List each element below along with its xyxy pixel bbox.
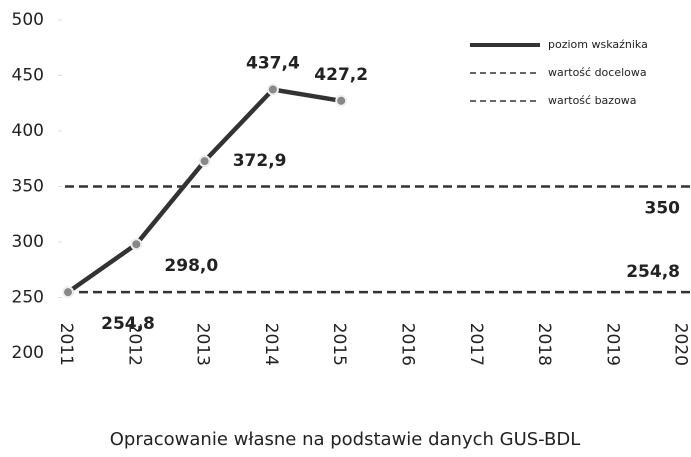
point-marker	[335, 94, 348, 107]
point-marker	[62, 286, 74, 299]
point-marker	[198, 155, 211, 168]
y-tick-label: 200	[12, 343, 44, 363]
source-note: Opracowanie własne na podstawie danych G…	[110, 429, 581, 450]
legend-label: wartość bazowa	[548, 94, 637, 107]
y-tick-label: 300	[12, 232, 44, 252]
y-tick-label: 250	[12, 288, 44, 308]
x-tick-label: 2017	[466, 323, 486, 366]
value-label: 427,2	[314, 65, 368, 85]
x-tick-label: 2011	[56, 323, 76, 366]
y-tick-label: 450	[12, 66, 44, 86]
y-tick-label: 500	[12, 10, 44, 30]
x-tick-label: 2013	[193, 323, 213, 366]
value-label: 254,8	[101, 314, 155, 334]
x-tick-label: 2016	[398, 323, 418, 366]
value-label: 437,4	[246, 53, 300, 73]
y-tick-label: 350	[12, 177, 44, 197]
x-tick-label: 2012	[124, 323, 144, 366]
x-tick-label: 2018	[534, 323, 554, 366]
value-label: 298,0	[164, 256, 218, 276]
reference-label: 350	[645, 199, 681, 219]
point-marker	[266, 83, 279, 96]
x-tick-label: 2020	[671, 323, 691, 366]
point-marker	[130, 238, 143, 251]
x-tick-label: 2015	[329, 323, 349, 366]
reference-label: 254,8	[626, 262, 680, 282]
x-tick-label: 2019	[602, 323, 622, 366]
legend-label: poziom wskaźnika	[548, 38, 648, 51]
y-tick-label: 400	[12, 121, 44, 141]
x-tick-label: 2014	[261, 323, 281, 366]
value-label: 372,9	[233, 151, 287, 171]
legend-label: wartość docelowa	[548, 66, 647, 79]
